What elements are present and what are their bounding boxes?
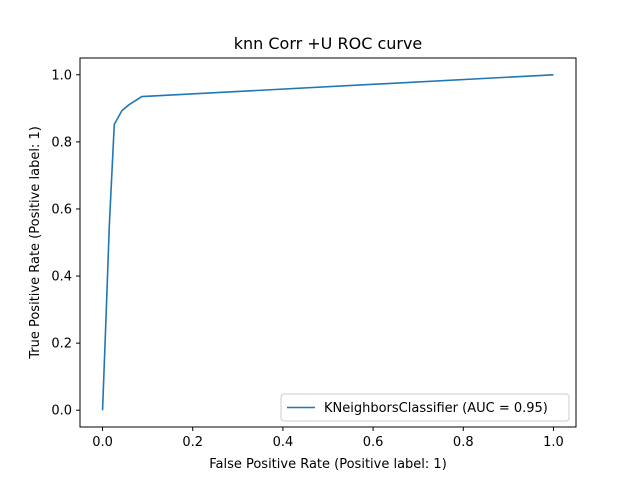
y-tick-label: 0.0 xyxy=(51,404,72,419)
roc-curve-line xyxy=(101,73,554,411)
y-tick-label: 1.0 xyxy=(51,68,72,83)
legend-entry: KNeighborsClassifier (AUC = 0.95) xyxy=(324,401,548,416)
y-tick-label: 0.4 xyxy=(51,270,72,285)
legend-box xyxy=(280,393,570,422)
x-tick-label: 0.0 xyxy=(92,435,113,450)
y-axis-label: True Positive Rate (Positive label: 1) xyxy=(28,126,43,360)
series-layer xyxy=(101,73,554,411)
x-tick-label: 0.2 xyxy=(182,435,203,450)
x-axis: 0.0 0.2 0.4 0.6 0.8 1.0 xyxy=(92,427,564,450)
y-axis: 0.0 0.2 0.4 0.6 0.8 1.0 xyxy=(51,68,80,419)
y-tick-label: 0.6 xyxy=(51,202,72,217)
y-tick-label: 0.8 xyxy=(51,135,72,150)
x-tick-label: 1.0 xyxy=(543,435,564,450)
legend: KNeighborsClassifier (AUC = 0.95) xyxy=(280,393,570,422)
x-tick-label: 0.8 xyxy=(453,435,474,450)
x-axis-label: False Positive Rate (Positive label: 1) xyxy=(209,457,447,472)
y-tick-label: 0.2 xyxy=(51,337,72,352)
plot-area xyxy=(79,57,577,428)
chart-title: knn Corr +U ROC curve xyxy=(234,34,423,53)
x-tick-label: 0.4 xyxy=(273,435,294,450)
x-tick-label: 0.6 xyxy=(363,435,384,450)
